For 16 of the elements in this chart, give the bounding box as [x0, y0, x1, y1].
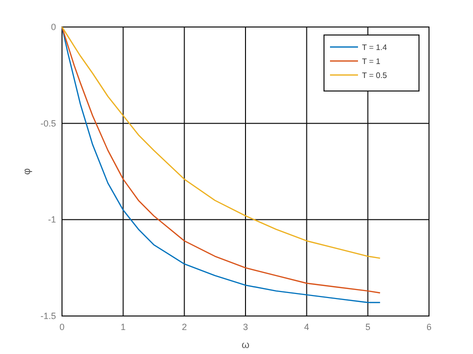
y-tick-label: -1 [48, 214, 56, 225]
legend-label: T = 1.4 [362, 43, 388, 52]
legend-label: T = 0.5 [362, 71, 388, 80]
x-tick-label: 6 [426, 322, 432, 332]
x-tick-label: 0 [59, 322, 65, 332]
y-tick-label: 0 [50, 22, 56, 32]
y-tick-label: -1.5 [40, 311, 56, 321]
x-tick-label: 5 [365, 322, 370, 332]
legend-label: T = 1 [362, 57, 381, 66]
x-axis-title: ω [242, 340, 250, 351]
y-tick-label: -0.5 [40, 118, 56, 128]
y-axis-title: φ [22, 168, 33, 175]
x-tick-label: 3 [242, 322, 248, 332]
x-tick-label: 1 [120, 322, 126, 332]
x-tick-label: 4 [304, 322, 310, 332]
x-tick-label: 2 [182, 322, 187, 332]
